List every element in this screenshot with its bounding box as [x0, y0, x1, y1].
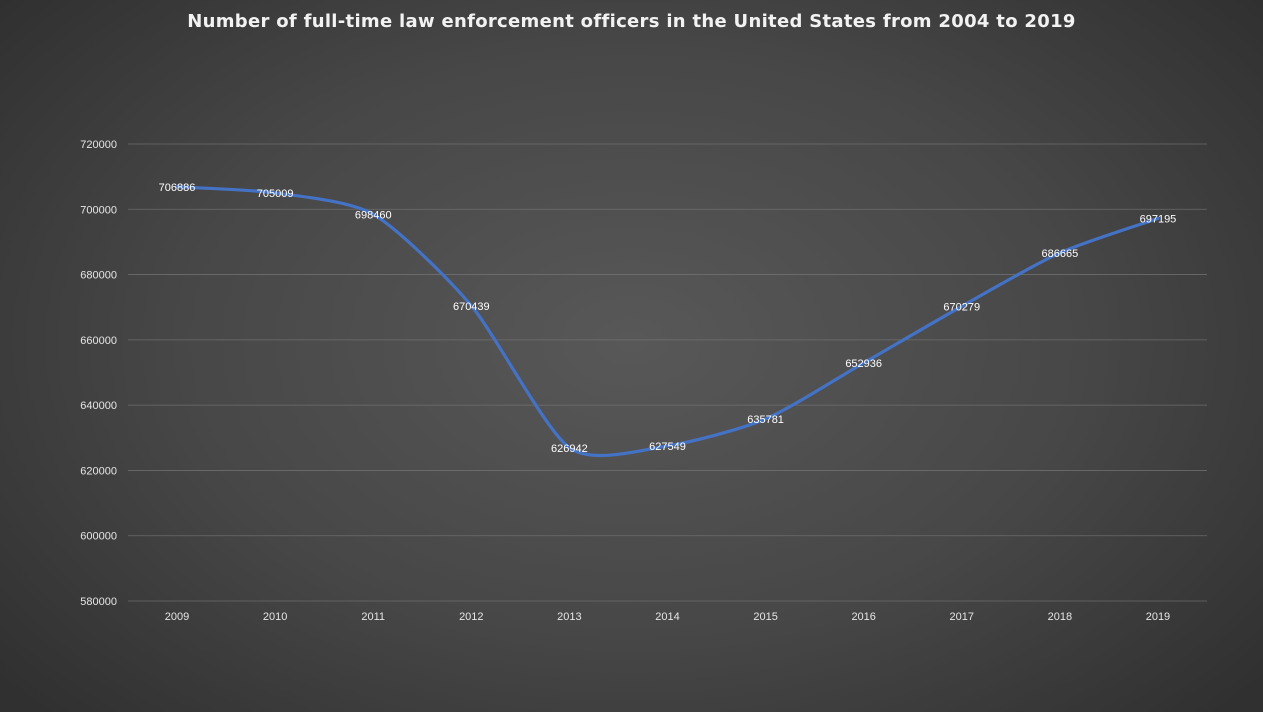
x-tick-label: 2013 — [557, 611, 581, 623]
x-tick-label: 2011 — [361, 611, 385, 623]
data-label: 698460 — [355, 209, 392, 221]
y-tick-label: 660000 — [80, 335, 117, 347]
x-tick-label: 2017 — [950, 611, 974, 623]
y-tick-label: 600000 — [80, 531, 117, 543]
x-tick-label: 2014 — [655, 611, 679, 623]
data-point — [175, 185, 179, 189]
data-point — [1156, 216, 1160, 220]
data-point — [862, 361, 866, 365]
data-point — [567, 446, 571, 450]
y-tick-label: 700000 — [80, 204, 117, 216]
data-labels: 706886 705009 698460 670439 626942 627549 6357… — [159, 182, 1177, 455]
data-point — [1058, 251, 1062, 255]
data-label: 652936 — [845, 358, 882, 370]
data-label: 697195 — [1140, 213, 1177, 225]
x-tick-label: 2010 — [263, 611, 287, 623]
data-label: 635781 — [747, 414, 784, 426]
data-label: 627549 — [649, 441, 686, 453]
y-tick-label: 620000 — [80, 465, 117, 477]
gridlines — [128, 143, 1207, 602]
data-label: 626942 — [551, 443, 588, 455]
data-point — [469, 304, 473, 308]
y-tick-label: 680000 — [80, 270, 117, 282]
data-label: 670439 — [453, 301, 490, 313]
series — [175, 185, 1160, 458]
data-label: 705009 — [257, 188, 294, 200]
x-tick-label: 2015 — [753, 611, 777, 623]
data-label: 670279 — [943, 301, 980, 313]
y-axis: 580000 600000 620000 640000 660000 680000 7000… — [80, 139, 117, 608]
x-tick-label: 2019 — [1146, 611, 1170, 623]
y-tick-label: 580000 — [80, 596, 117, 608]
y-tick-label: 720000 — [80, 139, 117, 151]
data-label: 686665 — [1042, 248, 1079, 260]
data-point — [273, 191, 277, 195]
data-point — [764, 417, 768, 421]
x-tick-label: 2009 — [165, 611, 189, 623]
data-label: 706886 — [159, 182, 196, 194]
x-tick-label: 2012 — [459, 611, 483, 623]
x-axis: 2009 2010 2011 2012 2013 2014 2015 2016 2017 2018… — [165, 611, 1170, 623]
chart-title: Number of full-time law enforcement offi… — [187, 11, 1076, 32]
data-point — [960, 304, 964, 308]
y-tick-label: 640000 — [80, 400, 117, 412]
data-point — [371, 212, 375, 216]
x-tick-label: 2016 — [851, 611, 875, 623]
data-point — [666, 444, 669, 448]
series-line — [175, 185, 1160, 458]
x-tick-label: 2018 — [1048, 611, 1072, 623]
